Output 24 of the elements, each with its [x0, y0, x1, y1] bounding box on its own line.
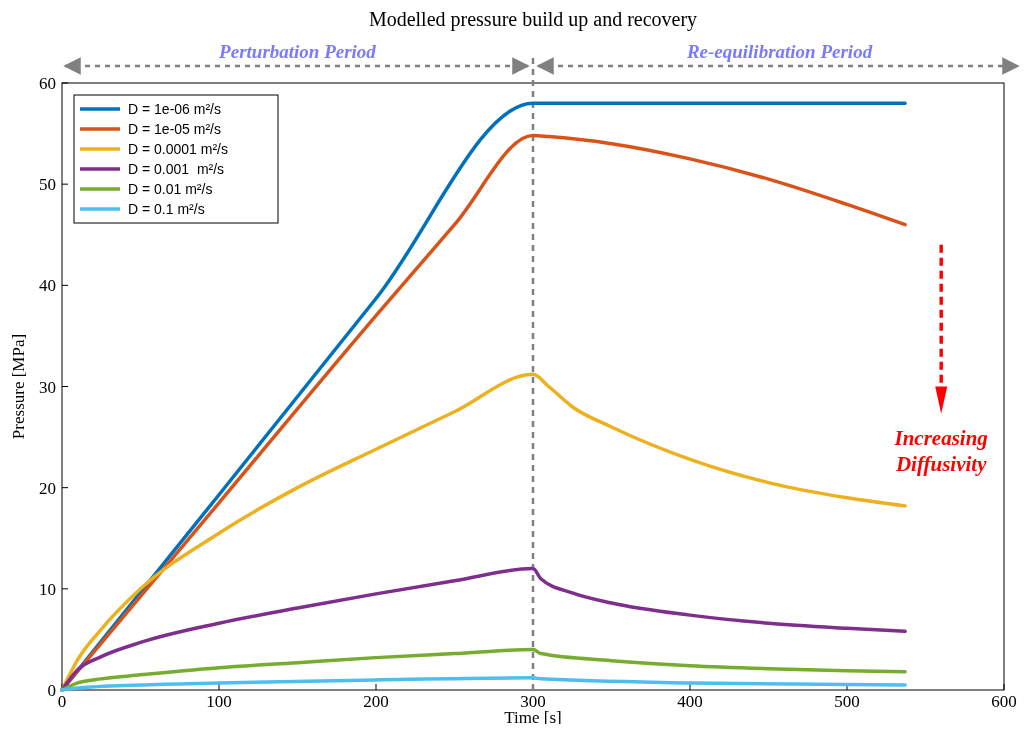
y-tick-label: 50 — [39, 175, 56, 195]
legend-label: D = 1e-06 m²/s — [128, 101, 221, 117]
y-tick-label: 10 — [39, 579, 56, 599]
x-tick-label: 300 — [520, 692, 546, 711]
y-tick-label: 40 — [39, 276, 56, 296]
legend-label: D = 0.001 m²/s — [128, 161, 225, 177]
y-tick-label: 60 — [39, 74, 56, 93]
x-tick-label: 400 — [677, 692, 703, 711]
chart-title: Modelled pressure build up and recovery — [368, 8, 698, 31]
legend-label: D = 0.1 m²/s — [128, 201, 205, 217]
line-series — [60, 676, 907, 692]
x-tick-label: 500 — [834, 692, 860, 711]
y-tick-label: 20 — [39, 478, 56, 498]
legend-label: D = 0.01 m²/s — [128, 181, 213, 197]
x-tick-label: 100 — [206, 692, 232, 711]
legend-label: D = 1e-05 m²/s — [128, 121, 221, 137]
y-tick-label: 30 — [39, 377, 56, 397]
legend-label: D = 0.0001 m²/s — [128, 141, 228, 157]
text: Perturbation Period — [218, 41, 377, 62]
x-tick-label: 600 — [991, 692, 1017, 711]
text: Re-equilibration Period — [685, 41, 873, 62]
y-axis-title: Pressure [MPa] — [9, 333, 28, 440]
annotation: Increasing Diffusivity — [893, 426, 988, 477]
x-tick-label: 200 — [363, 692, 389, 711]
